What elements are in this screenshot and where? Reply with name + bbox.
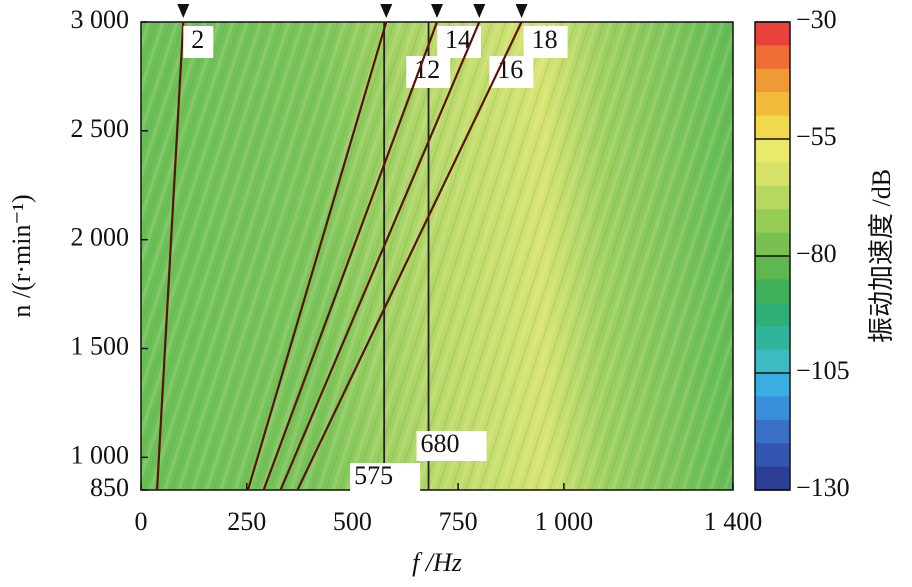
order-marker bbox=[431, 4, 443, 18]
label-box bbox=[437, 26, 481, 58]
colorbar-tick-label: −80 bbox=[796, 239, 837, 268]
colorbar-tick-label: −55 bbox=[796, 122, 837, 151]
order-label: 16 bbox=[497, 55, 523, 84]
x-tick-label: 1 400 bbox=[704, 507, 763, 536]
colorbar-band bbox=[755, 396, 790, 421]
order-marker bbox=[515, 4, 528, 18]
colorbar-tick-label: −130 bbox=[796, 473, 850, 502]
order-marker bbox=[177, 4, 190, 18]
colorbar-band bbox=[755, 185, 790, 210]
label-box bbox=[523, 26, 568, 58]
colorbar-band bbox=[755, 302, 790, 327]
y-tick-label: 850 bbox=[90, 473, 129, 502]
colorbar-band bbox=[755, 326, 790, 351]
heatmap-texture bbox=[141, 22, 733, 490]
order-marker bbox=[380, 4, 393, 18]
colorbar-tick-label: −105 bbox=[796, 356, 850, 385]
colorbar-band bbox=[755, 139, 790, 163]
y-tick-label: 2 500 bbox=[71, 114, 130, 143]
colorbar-band bbox=[755, 92, 790, 117]
order-label: 12 bbox=[414, 55, 440, 84]
colorbar-band bbox=[755, 45, 790, 70]
colorbar-band bbox=[755, 419, 790, 444]
y-axis-label: n /(r·min⁻¹) bbox=[7, 194, 36, 317]
colorbar-tick-label: −30 bbox=[796, 5, 837, 34]
resonance-label: 680 bbox=[421, 429, 460, 458]
colorbar-band bbox=[755, 373, 790, 397]
y-tick-label: 1 500 bbox=[71, 331, 130, 360]
colorbar-band bbox=[755, 68, 790, 93]
colorbar-band bbox=[755, 232, 790, 257]
x-tick-label: 500 bbox=[333, 507, 372, 536]
colorbar-band bbox=[755, 349, 790, 374]
y-tick-label: 2 000 bbox=[71, 223, 130, 252]
x-tick-label: 750 bbox=[439, 507, 478, 536]
resonance-label: 575 bbox=[354, 461, 393, 490]
order-line bbox=[279, 21, 481, 491]
colorbar-band bbox=[755, 209, 790, 234]
order-label: 2 bbox=[191, 25, 204, 54]
order-line bbox=[262, 21, 439, 491]
x-tick-label: 250 bbox=[227, 507, 266, 536]
order-line bbox=[155, 21, 185, 491]
colorbar-band bbox=[755, 443, 790, 468]
y-tick-label: 1 000 bbox=[71, 440, 130, 469]
order-line bbox=[246, 21, 388, 491]
order-line bbox=[296, 21, 523, 491]
label-box bbox=[416, 431, 487, 461]
colorbar-band bbox=[755, 466, 790, 491]
x-tick-label: 1 000 bbox=[535, 507, 594, 536]
label-box bbox=[183, 26, 214, 58]
x-axis-label: f /Hz bbox=[412, 548, 462, 577]
order-label: 18 bbox=[532, 25, 558, 54]
y-tick-label: 3 000 bbox=[71, 5, 130, 34]
colorbar-label: 振动加速度 /dB bbox=[867, 169, 896, 343]
label-box bbox=[350, 463, 421, 493]
colorbar-band bbox=[755, 115, 790, 140]
colorbar-band bbox=[755, 162, 790, 187]
colorbar-band bbox=[755, 279, 790, 304]
order-marker bbox=[473, 4, 486, 18]
colorbar-band bbox=[755, 256, 790, 280]
colorbar-band bbox=[755, 22, 790, 46]
x-tick-label: 0 bbox=[135, 507, 148, 536]
